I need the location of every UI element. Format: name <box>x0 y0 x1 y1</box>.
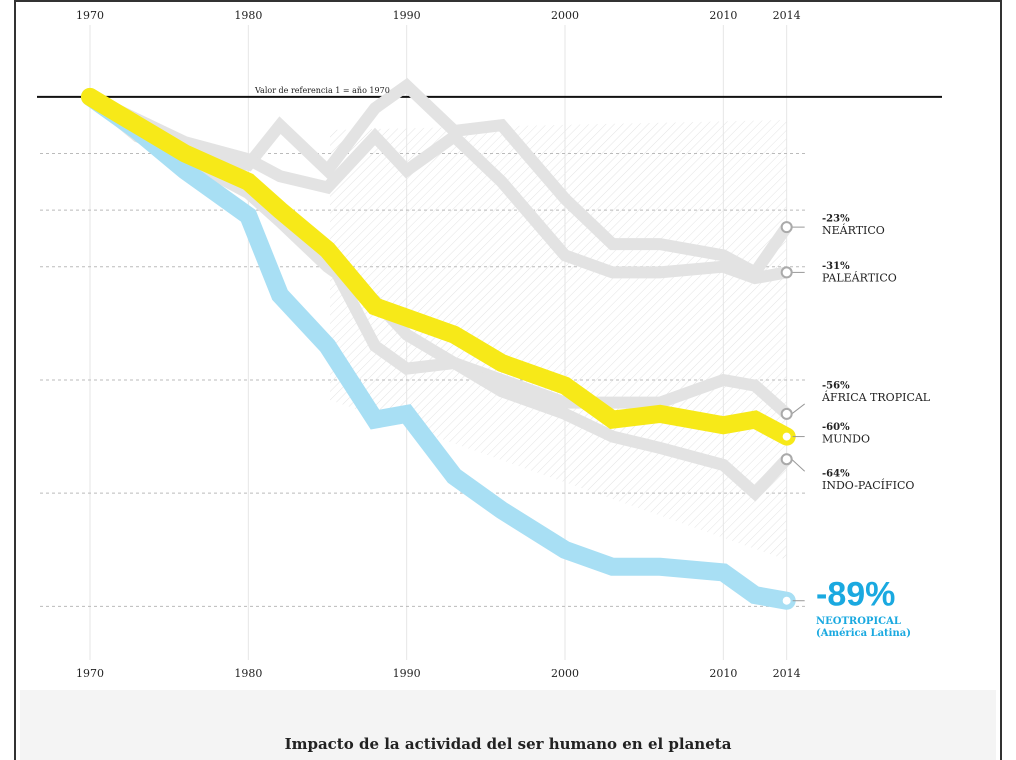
chart-title: Impacto de la actividad del ser humano e… <box>285 735 732 753</box>
series-name: ÁFRICA TROPICAL <box>821 390 931 404</box>
x-tick-label: 1990 <box>393 667 421 680</box>
x-tick-label: 2014 <box>773 667 801 680</box>
end-marker <box>780 221 793 234</box>
x-tick-label: 2010 <box>709 667 737 680</box>
end-marker <box>780 266 793 279</box>
end-marker <box>780 453 793 466</box>
x-tick-label: 2000 <box>551 667 579 680</box>
end-change: -60% <box>822 422 850 433</box>
series-name: PALEÁRTICO <box>822 270 897 284</box>
end-change: -31% <box>822 261 850 272</box>
series-name: NEOTROPICAL <box>816 616 901 627</box>
grid <box>37 25 942 660</box>
footer-bg <box>20 690 996 760</box>
end-change: -64% <box>822 469 850 480</box>
lines <box>81 77 796 610</box>
x-tick-label-top: 2000 <box>551 9 579 22</box>
end-change: -89% <box>816 576 895 614</box>
series-subname: (América Latina) <box>816 628 911 639</box>
x-tick-label-top: 1990 <box>393 9 421 22</box>
end-marker <box>780 594 793 607</box>
end-change: -56% <box>822 380 850 391</box>
labels: 1970 1970 1980 1980 1990 1990 2000 2000 2010 2010… <box>76 9 931 680</box>
x-tick-label-top: 2010 <box>709 9 737 22</box>
leader-line <box>791 458 806 472</box>
series-name: INDO-PACÍFICO <box>822 478 914 492</box>
x-tick-label: 1980 <box>234 667 262 680</box>
series-name: NEÁRTICO <box>822 223 885 237</box>
end-change: -23% <box>822 214 850 225</box>
end-marker <box>780 407 793 420</box>
x-tick-label-top: 1970 <box>76 9 104 22</box>
x-tick-label-top: 1980 <box>234 9 262 22</box>
series-band <box>81 87 796 610</box>
series-band <box>81 87 796 446</box>
x-tick-label-top: 2014 <box>773 9 801 22</box>
x-tick-label: 1970 <box>76 667 104 680</box>
series-band <box>84 90 793 285</box>
series-name: MUNDO <box>822 433 870 446</box>
leader-line <box>791 403 805 415</box>
reference-label: Valor de referencia 1 = año 1970 <box>254 86 390 95</box>
end-marker <box>780 430 793 443</box>
